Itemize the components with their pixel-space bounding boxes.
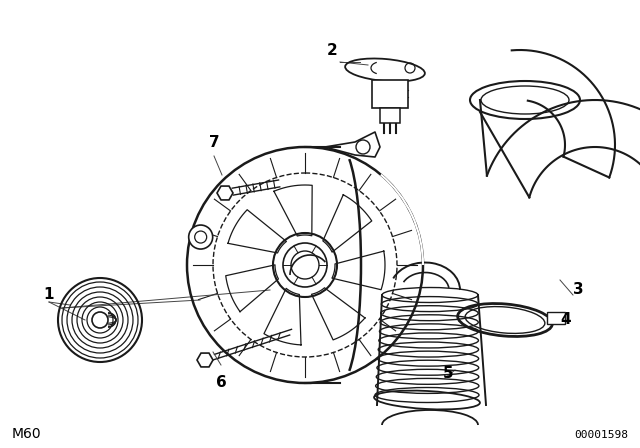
Text: 1: 1 — [44, 287, 54, 302]
Bar — [547, 312, 565, 324]
Text: 4: 4 — [560, 313, 571, 327]
Text: 2: 2 — [326, 43, 337, 58]
Bar — [372, 80, 408, 108]
Bar — [380, 108, 400, 123]
Text: 00001598: 00001598 — [574, 430, 628, 440]
Text: 7: 7 — [209, 135, 220, 150]
Text: 5: 5 — [443, 366, 454, 382]
Text: 3: 3 — [573, 283, 584, 297]
Text: M60: M60 — [12, 427, 42, 441]
Circle shape — [189, 225, 212, 249]
Text: 6: 6 — [216, 375, 227, 390]
